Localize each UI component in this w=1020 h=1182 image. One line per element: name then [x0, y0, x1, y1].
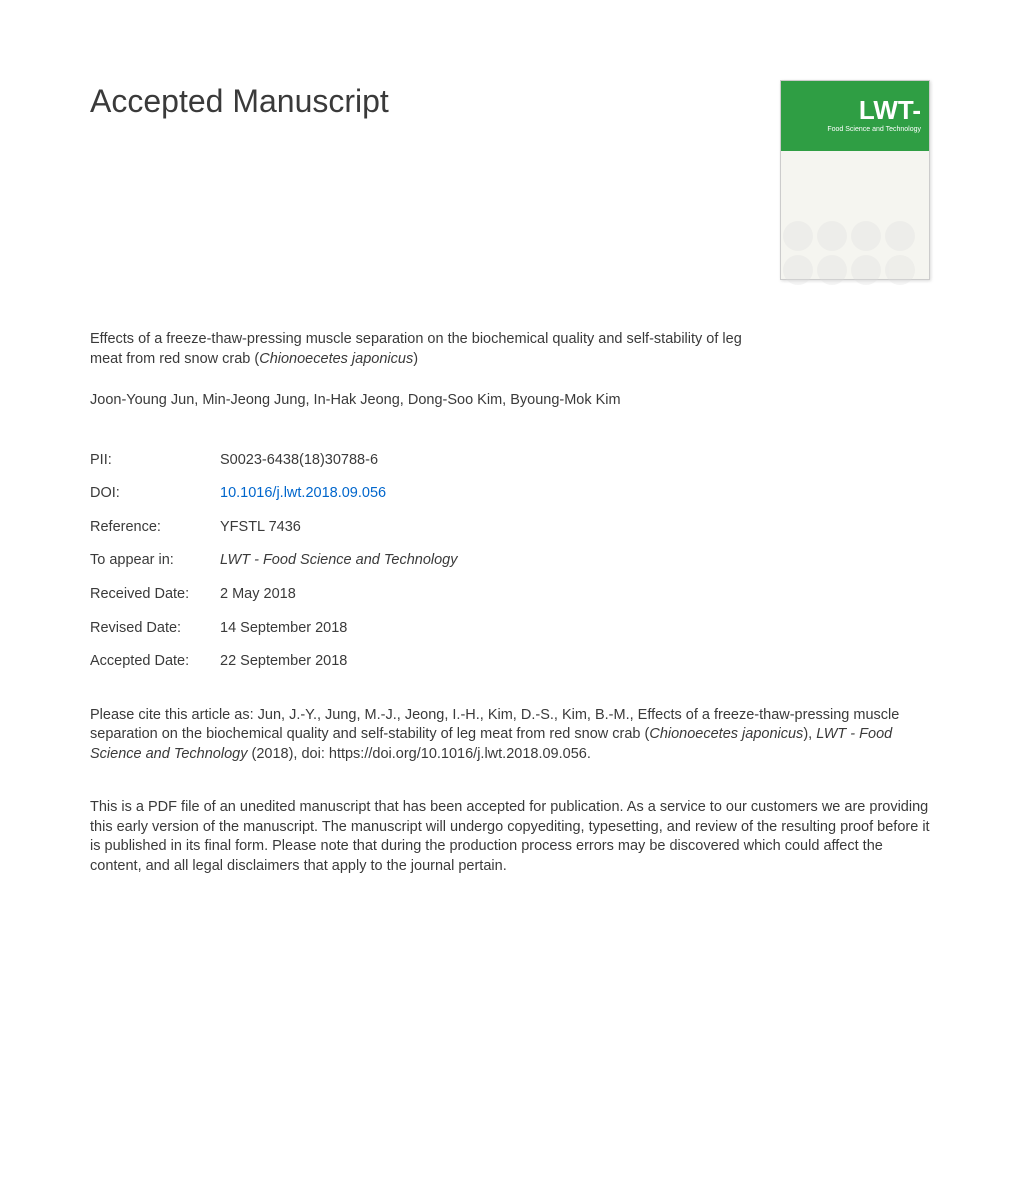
doi-link[interactable]: 10.1016/j.lwt.2018.09.056 — [220, 484, 386, 504]
meta-label: Accepted Date: — [90, 652, 220, 672]
meta-label: PII: — [90, 451, 220, 471]
citation-mid: ), — [803, 726, 816, 742]
journal-cover-subtitle: Food Science and Technology — [827, 125, 921, 134]
citation-paragraph: Please cite this article as: Jun, J.-Y.,… — [90, 706, 930, 765]
citation-suffix: (2018), doi: https://doi.org/10.1016/j.l… — [247, 746, 590, 762]
meta-value: 22 September 2018 — [220, 652, 347, 672]
journal-cover-body — [781, 151, 929, 279]
meta-value: 2 May 2018 — [220, 585, 296, 605]
article-title: Effects of a freeze-thaw-pressing muscle… — [90, 330, 750, 369]
page-title: Accepted Manuscript — [90, 80, 389, 123]
meta-row: Revised Date:14 September 2018 — [90, 619, 930, 639]
meta-label: DOI: — [90, 484, 220, 504]
metadata-table: PII:S0023-6438(18)30788-6DOI:10.1016/j.l… — [90, 451, 930, 672]
article-title-suffix: ) — [413, 351, 418, 367]
article-title-species: Chionoecetes japonicus — [259, 351, 413, 367]
disclaimer-paragraph: This is a PDF file of an unedited manusc… — [90, 798, 930, 876]
journal-cover-banner: LWT- Food Science and Technology — [781, 81, 929, 151]
meta-row: PII:S0023-6438(18)30788-6 — [90, 451, 930, 471]
meta-value: YFSTL 7436 — [220, 518, 301, 538]
meta-label: Received Date: — [90, 585, 220, 605]
meta-label: Reference: — [90, 518, 220, 538]
authors-line: Joon-Young Jun, Min-Jeong Jung, In-Hak J… — [90, 391, 930, 411]
meta-row: Reference:YFSTL 7436 — [90, 518, 930, 538]
meta-row: DOI:10.1016/j.lwt.2018.09.056 — [90, 484, 930, 504]
journal-cover-name: LWT- — [859, 97, 921, 123]
meta-row: Accepted Date:22 September 2018 — [90, 652, 930, 672]
citation-species: Chionoecetes japonicus — [649, 726, 803, 742]
meta-value: 14 September 2018 — [220, 619, 347, 639]
meta-value: S0023-6438(18)30788-6 — [220, 451, 378, 471]
meta-label: To appear in: — [90, 551, 220, 571]
meta-value: LWT - Food Science and Technology — [220, 551, 458, 571]
meta-label: Revised Date: — [90, 619, 220, 639]
meta-row: Received Date:2 May 2018 — [90, 585, 930, 605]
journal-cover-thumbnail: LWT- Food Science and Technology — [780, 80, 930, 280]
meta-row: To appear in:LWT - Food Science and Tech… — [90, 551, 930, 571]
header-row: Accepted Manuscript LWT- Food Science an… — [90, 80, 930, 280]
